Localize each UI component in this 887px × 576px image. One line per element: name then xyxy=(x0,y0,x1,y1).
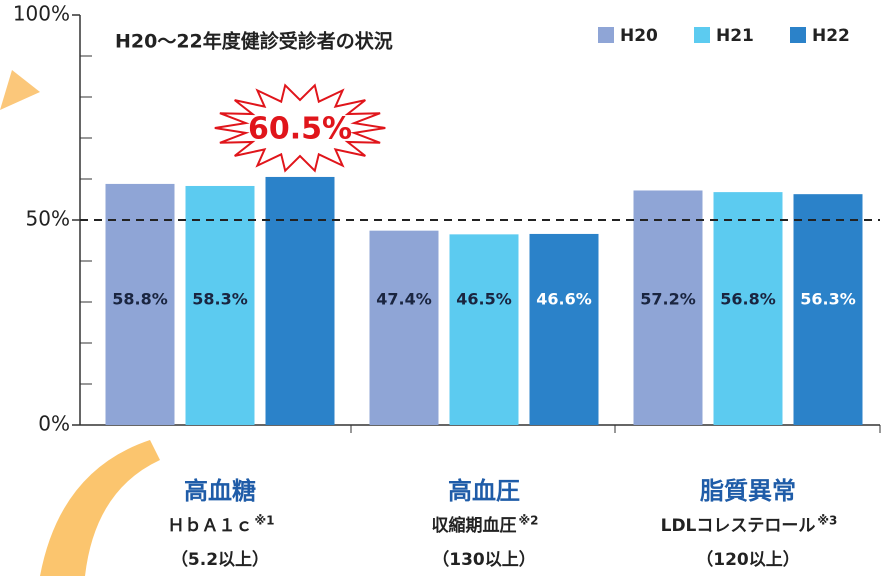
chart: H20〜22年度健診受診者の状況 0% 50% 100% H20 H21 H22 58.8%… xyxy=(0,0,887,576)
legend-label: H21 xyxy=(716,26,754,46)
category-measure: LDLコレステロール xyxy=(661,516,816,536)
category-measure: 収縮期血圧 xyxy=(432,515,517,536)
value-label: 58.3% xyxy=(192,290,248,309)
category-measure: ＨｂＡ１ｃ xyxy=(168,516,253,536)
value-label: 56.8% xyxy=(720,290,776,309)
value-label: 47.4% xyxy=(376,290,432,309)
legend-swatch xyxy=(598,27,614,43)
category-label: 高血糖 xyxy=(184,477,256,505)
value-label: 46.6% xyxy=(536,290,592,309)
value-label: 58.8% xyxy=(112,290,168,309)
category-range: （120以上） xyxy=(696,549,800,570)
y-tick-label: 100% xyxy=(13,2,70,26)
category-note: ※3 xyxy=(817,514,837,528)
bar xyxy=(266,177,335,425)
value-label: 46.5% xyxy=(456,290,512,309)
category-range: （130以上） xyxy=(432,549,536,570)
callout-label: 60.5% xyxy=(248,112,352,147)
category-note: ※1 xyxy=(255,514,275,528)
chart-title: H20〜22年度健診受診者の状況 xyxy=(115,30,393,53)
value-label: 57.2% xyxy=(640,290,696,309)
category-label: 脂質異常 xyxy=(700,477,796,505)
decoration xyxy=(0,70,40,110)
legend-label: H20 xyxy=(620,26,658,46)
legend-label: H22 xyxy=(812,26,850,46)
category-note: ※2 xyxy=(519,514,539,528)
bar xyxy=(530,234,599,425)
category-label: 高血圧 xyxy=(448,477,520,505)
category-range: （5.2以上） xyxy=(171,549,269,570)
y-tick-label: 50% xyxy=(26,207,70,231)
legend-swatch xyxy=(694,27,710,43)
value-label: 56.3% xyxy=(800,290,856,309)
bar xyxy=(450,234,519,425)
bar xyxy=(794,194,863,425)
bar xyxy=(714,192,783,425)
bar xyxy=(370,231,439,425)
y-tick-label: 0% xyxy=(38,412,70,436)
legend-swatch xyxy=(790,27,806,43)
decoration xyxy=(40,440,160,576)
